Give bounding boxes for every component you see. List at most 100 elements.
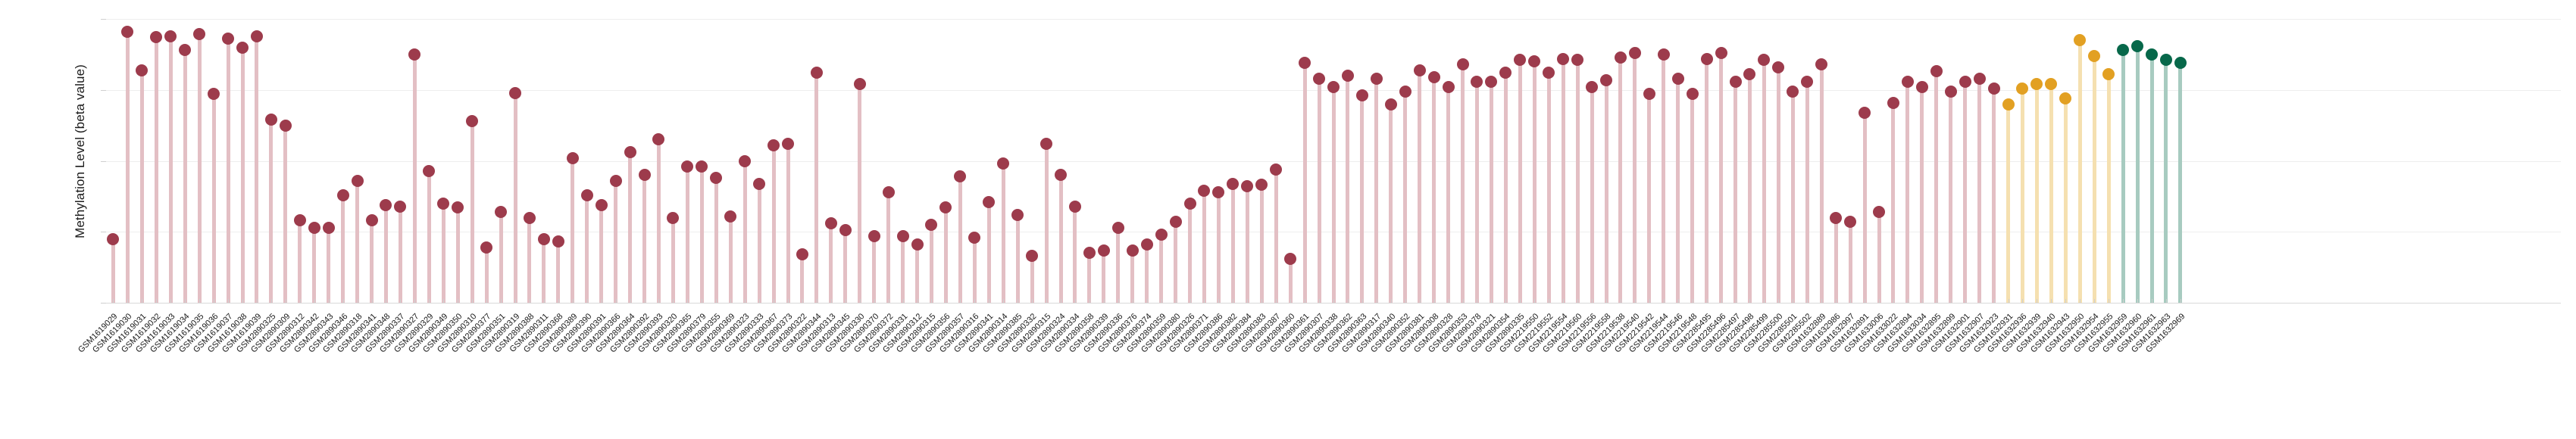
data-point[interactable] xyxy=(2131,39,2144,52)
data-point[interactable] xyxy=(336,188,349,201)
data-point[interactable] xyxy=(1327,81,1340,93)
data-point[interactable] xyxy=(2146,48,2158,61)
data-point[interactable] xyxy=(868,229,880,242)
data-point[interactable] xyxy=(710,172,723,184)
data-point[interactable] xyxy=(968,231,981,244)
data-point[interactable] xyxy=(724,210,737,223)
data-point[interactable] xyxy=(566,151,579,164)
data-point[interactable] xyxy=(925,218,938,231)
data-point[interactable] xyxy=(164,30,177,42)
data-point[interactable] xyxy=(495,206,508,218)
data-point[interactable] xyxy=(1399,85,1411,98)
data-point[interactable] xyxy=(1126,244,1139,257)
data-point[interactable] xyxy=(954,170,967,183)
data-point[interactable] xyxy=(796,248,808,261)
data-point[interactable] xyxy=(1270,163,1283,176)
data-point[interactable] xyxy=(107,232,120,245)
data-point[interactable] xyxy=(1241,180,1254,193)
data-point[interactable] xyxy=(1915,81,1928,93)
data-point[interactable] xyxy=(1528,55,1541,68)
data-point[interactable] xyxy=(1140,238,1153,251)
data-point[interactable] xyxy=(911,238,924,251)
data-point[interactable] xyxy=(1930,65,1943,78)
data-point[interactable] xyxy=(1614,51,1627,64)
data-point[interactable] xyxy=(810,67,823,79)
data-point[interactable] xyxy=(2102,68,2115,81)
data-point[interactable] xyxy=(1700,52,1713,65)
data-point[interactable] xyxy=(580,188,593,201)
data-point[interactable] xyxy=(121,25,134,38)
data-point[interactable] xyxy=(1485,75,1498,88)
data-point[interactable] xyxy=(1657,48,1670,61)
data-point[interactable] xyxy=(279,119,292,132)
data-point[interactable] xyxy=(1758,54,1771,67)
data-point[interactable] xyxy=(839,224,852,237)
data-point[interactable] xyxy=(1586,81,1599,93)
data-point[interactable] xyxy=(997,157,1010,170)
data-point[interactable] xyxy=(1743,68,1756,81)
data-point[interactable] xyxy=(1355,89,1368,102)
data-point[interactable] xyxy=(1011,208,1024,221)
data-point[interactable] xyxy=(1111,221,1124,234)
data-point[interactable] xyxy=(1055,169,1067,182)
data-point[interactable] xyxy=(1514,54,1527,67)
data-point[interactable] xyxy=(1026,250,1039,263)
data-point[interactable] xyxy=(1370,72,1383,85)
data-point[interactable] xyxy=(423,164,436,177)
data-point[interactable] xyxy=(351,174,364,187)
data-point[interactable] xyxy=(739,154,752,167)
data-point[interactable] xyxy=(179,44,192,57)
data-point[interactable] xyxy=(1987,82,2000,95)
data-point[interactable] xyxy=(452,201,464,214)
data-point[interactable] xyxy=(2088,49,2101,62)
data-point[interactable] xyxy=(1198,184,1211,197)
data-point[interactable] xyxy=(983,195,996,208)
data-point[interactable] xyxy=(1600,73,1612,86)
data-point[interactable] xyxy=(150,31,163,44)
data-point[interactable] xyxy=(365,214,378,227)
data-point[interactable] xyxy=(1427,70,1440,83)
data-point[interactable] xyxy=(1068,200,1081,213)
data-point[interactable] xyxy=(1097,244,1110,257)
data-point[interactable] xyxy=(136,64,148,76)
data-point[interactable] xyxy=(1628,47,1641,59)
data-point[interactable] xyxy=(408,48,421,61)
data-point[interactable] xyxy=(1040,138,1053,150)
data-point[interactable] xyxy=(523,211,536,224)
data-point[interactable] xyxy=(824,217,837,229)
data-point[interactable] xyxy=(609,174,622,187)
data-point[interactable] xyxy=(1959,75,1971,88)
data-point[interactable] xyxy=(308,221,320,234)
data-point[interactable] xyxy=(1155,229,1168,241)
data-point[interactable] xyxy=(2030,78,2043,91)
data-point[interactable] xyxy=(1887,96,1899,109)
data-point[interactable] xyxy=(1471,75,1483,88)
data-point[interactable] xyxy=(782,138,794,150)
data-point[interactable] xyxy=(595,198,608,211)
data-point[interactable] xyxy=(1973,72,1986,85)
data-point[interactable] xyxy=(753,177,766,190)
data-point[interactable] xyxy=(437,197,450,210)
data-point[interactable] xyxy=(1901,75,1914,88)
data-point[interactable] xyxy=(1844,216,1857,229)
data-point[interactable] xyxy=(681,160,694,173)
data-point[interactable] xyxy=(853,78,866,91)
data-point[interactable] xyxy=(1543,67,1555,79)
data-point[interactable] xyxy=(1442,81,1455,93)
data-point[interactable] xyxy=(1169,216,1182,229)
data-point[interactable] xyxy=(466,115,479,127)
data-point[interactable] xyxy=(1830,211,1843,224)
data-point[interactable] xyxy=(2159,54,2172,67)
data-point[interactable] xyxy=(1284,252,1297,265)
data-point[interactable] xyxy=(882,185,895,198)
data-point[interactable] xyxy=(2045,78,2058,91)
data-point[interactable] xyxy=(767,139,780,151)
data-point[interactable] xyxy=(2002,98,2015,111)
data-point[interactable] xyxy=(193,27,206,40)
data-point[interactable] xyxy=(2059,92,2072,104)
data-point[interactable] xyxy=(1255,179,1268,191)
data-point[interactable] xyxy=(394,200,407,213)
data-point[interactable] xyxy=(1183,197,1196,210)
data-point[interactable] xyxy=(1686,88,1699,101)
data-point[interactable] xyxy=(1801,75,1814,88)
